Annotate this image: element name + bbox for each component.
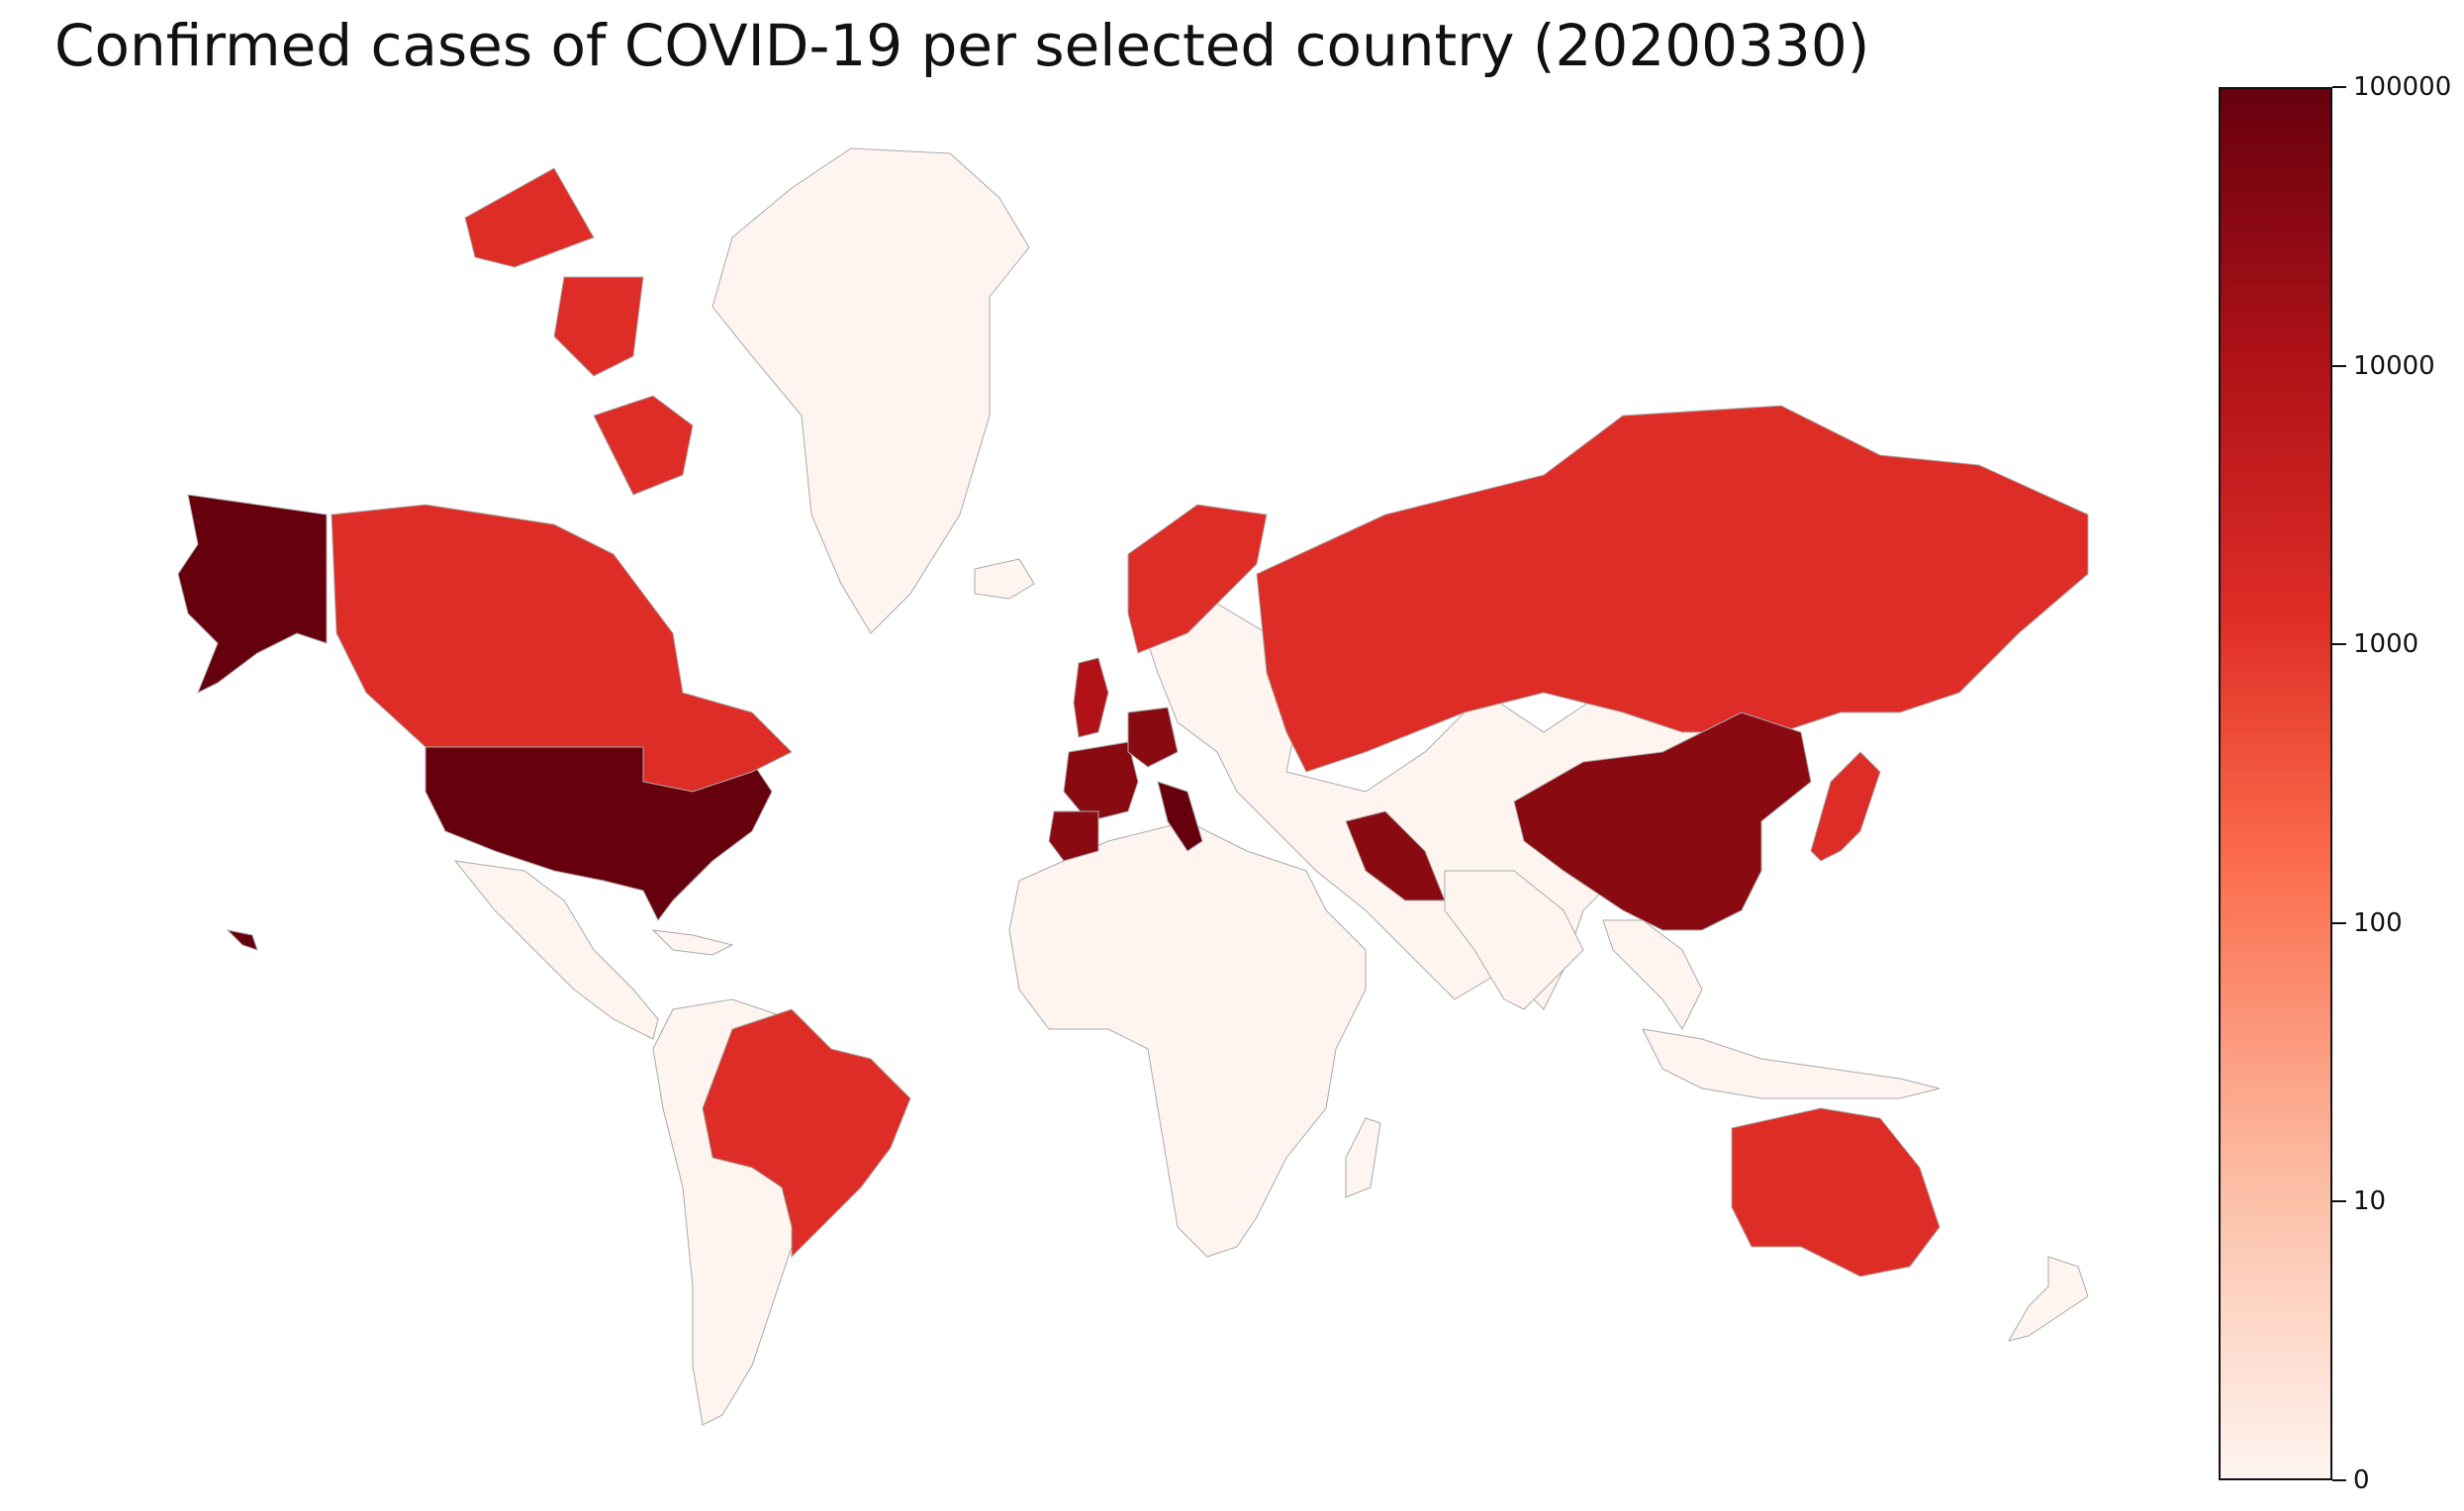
country-canada [331, 167, 793, 793]
land-india [1444, 870, 1584, 1010]
colorbar-tick [2332, 364, 2346, 367]
country-germany [1127, 707, 1179, 768]
colorbar-tick-label: 0 [2353, 1465, 2370, 1495]
land-africa [1008, 820, 1367, 1258]
land-iceland [974, 558, 1035, 600]
colorbar-tick-label: 100 [2353, 907, 2403, 938]
colorbar-tick [2332, 921, 2346, 924]
country-france [1063, 741, 1139, 822]
land-new-zealand [2007, 1256, 2089, 1342]
colorbar-tick-label: 10000 [2353, 350, 2435, 381]
country-united-kingdom [1073, 657, 1109, 738]
colorbar [2219, 87, 2332, 1480]
colorbar-tick [2332, 86, 2346, 88]
map-title: Confirmed cases of COVID-19 per selected… [54, 12, 1870, 79]
country-italy [1157, 781, 1203, 852]
land-southeast-asia [1602, 919, 1703, 1030]
world-map [177, 147, 2089, 1426]
land-indonesia [1642, 1028, 1941, 1099]
colorbar-tick-label: 100000 [2353, 72, 2452, 102]
country-brazil [702, 1008, 911, 1259]
colorbar-tick-label: 10 [2353, 1186, 2387, 1217]
land-madagascar [1345, 1117, 1381, 1198]
land-mexico-central [453, 860, 659, 1040]
land-greenland [711, 147, 1030, 634]
colorbar-tick [2332, 1200, 2346, 1203]
colorbar-tick [2332, 1479, 2346, 1481]
colorbar-gradient [2221, 89, 2330, 1478]
country-japan [1810, 751, 1881, 862]
country-iran [1345, 810, 1446, 901]
country-norway [1127, 504, 1268, 654]
country-spain [1048, 810, 1099, 862]
country-china [1513, 711, 1812, 931]
country-australia [1731, 1107, 1941, 1277]
country-russia [1256, 405, 2089, 773]
country-layer [177, 167, 2089, 1277]
colorbar-tick [2332, 643, 2346, 646]
land-caribbean [651, 929, 734, 956]
colorbar-tick-label: 1000 [2353, 629, 2419, 660]
